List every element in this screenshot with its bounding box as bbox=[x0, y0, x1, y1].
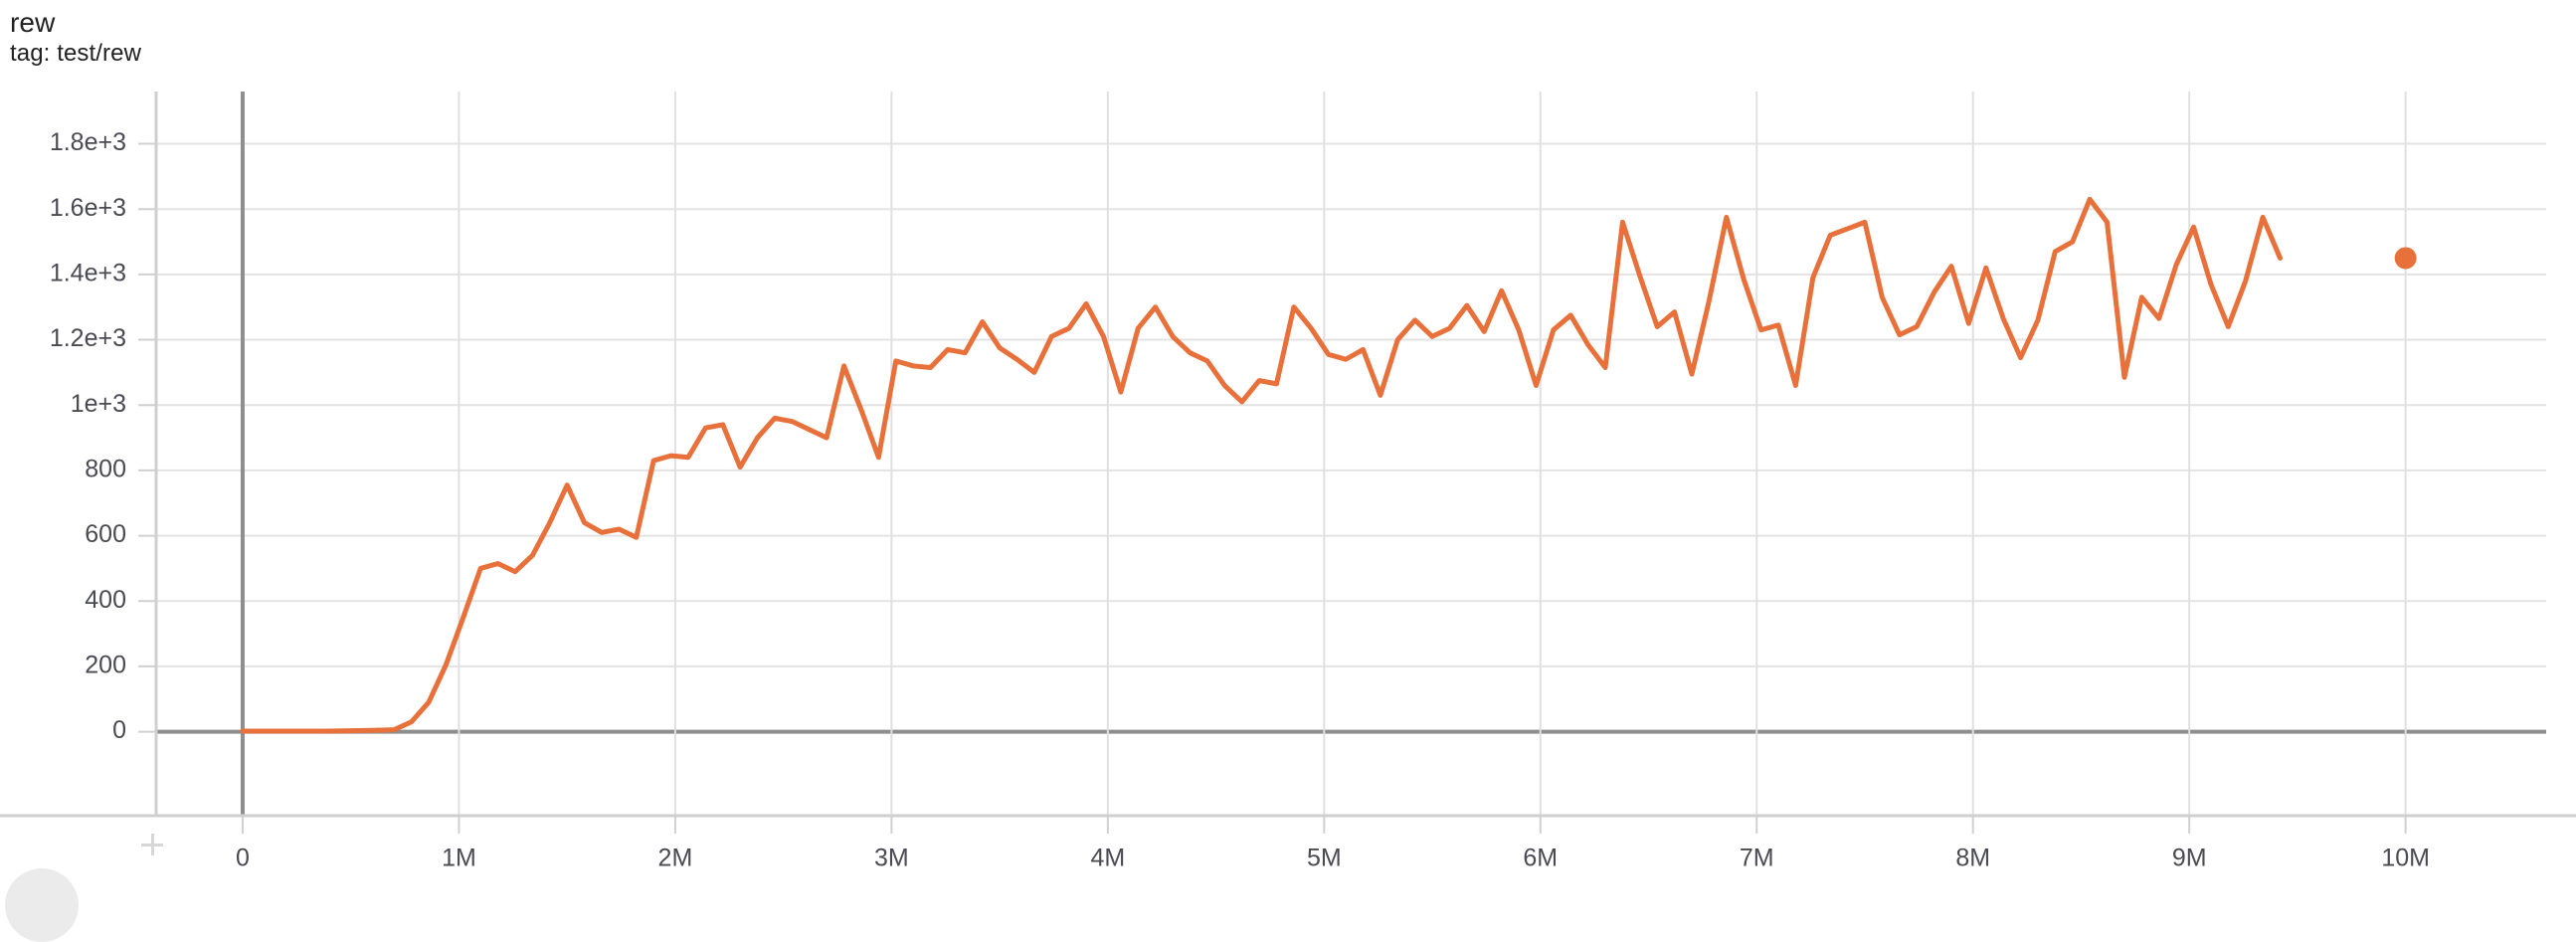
y-tick-label: 200 bbox=[85, 652, 126, 679]
x-axis-tick-labels: 0 1M 2M 3M 4M 5M 6M 7M 8M 9M 10M bbox=[236, 845, 2430, 872]
x-tick-label: 1M bbox=[442, 845, 476, 872]
y-tick-label: 0 bbox=[112, 716, 126, 744]
chart-tag-subtitle: tag: test/rew bbox=[10, 40, 142, 67]
y-tick-label: 1e+3 bbox=[71, 390, 126, 418]
series-lines[interactable] bbox=[240, 196, 2284, 734]
y-tick-label: 600 bbox=[85, 520, 126, 548]
y-tick-label: 1.8e+3 bbox=[50, 128, 126, 156]
crosshair-cursor-icon bbox=[141, 834, 163, 855]
page-title: rew bbox=[10, 7, 56, 38]
x-tick-label: 8M bbox=[1955, 845, 1990, 872]
series-endpoint-marker[interactable] bbox=[2394, 247, 2417, 270]
y-tick-label: 1.6e+3 bbox=[50, 194, 126, 222]
axis-lines bbox=[0, 92, 2576, 818]
y-tick-label: 800 bbox=[85, 456, 126, 483]
x-tick-label: 10M bbox=[2381, 845, 2430, 872]
plot-area[interactable]: 0 200 400 600 800 1e+3 1.2e+3 1.4e+3 1.6e+3 1.8e+… bbox=[0, 0, 2576, 891]
y-axis-tick-labels: 0 200 400 600 800 1e+3 1.2e+3 1.4e+3 1.6e+3 1.8e+… bbox=[50, 128, 126, 744]
x-tick-label: 5M bbox=[1307, 845, 1342, 872]
chart-header: rew tag: test/rew bbox=[10, 6, 141, 69]
endpoint-dot[interactable] bbox=[2394, 247, 2417, 270]
x-tick-label: 0 bbox=[236, 845, 250, 872]
x-tick-label: 3M bbox=[874, 845, 909, 872]
line-chart-svg[interactable]: 0 200 400 600 800 1e+3 1.2e+3 1.4e+3 1.6e+3 1.8e+… bbox=[0, 0, 2576, 891]
vertical-gridlines bbox=[240, 92, 2407, 816]
horizontal-gridlines bbox=[156, 142, 2546, 734]
x-tick-label: 2M bbox=[658, 845, 693, 872]
y-tick-label: 1.4e+3 bbox=[50, 259, 126, 286]
y-tick-label: 1.2e+3 bbox=[50, 324, 126, 352]
chart-expand-button[interactable] bbox=[5, 868, 79, 942]
series-line-test-rew[interactable] bbox=[240, 196, 2284, 734]
x-tick-label: 7M bbox=[1740, 845, 1774, 872]
x-tick-label: 9M bbox=[2172, 845, 2207, 872]
y-tick-label: 400 bbox=[85, 586, 126, 614]
tick-marks bbox=[138, 142, 2407, 834]
x-tick-label: 6M bbox=[1523, 845, 1558, 872]
x-tick-label: 4M bbox=[1090, 845, 1125, 872]
